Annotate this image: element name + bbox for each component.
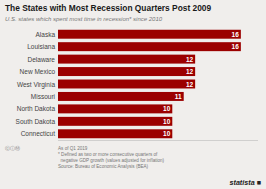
y-tick-label: Delaware <box>28 56 56 63</box>
data-label: 12 <box>186 81 194 88</box>
footer-line: negative GDP growth (values adjusted for… <box>58 158 165 163</box>
bar <box>58 80 195 89</box>
data-label: 16 <box>232 43 240 50</box>
x-axis-line <box>58 140 258 141</box>
y-tick-label: North Dakota <box>17 105 56 112</box>
background <box>0 0 266 189</box>
title: The States with Most Recession Quarters … <box>5 3 212 13</box>
subtitle: U.S. states which spent most time in rec… <box>5 16 163 22</box>
data-label: 10 <box>163 130 171 137</box>
y-tick-labels: Connecticut South Dakota North Dakota Misso… <box>16 31 56 138</box>
data-label: 12 <box>186 56 194 63</box>
bar <box>58 129 172 138</box>
footer-line: Source: Bureau of Economic Analysis (BEA… <box>58 164 149 169</box>
chart-container: The States with Most Recession Quarters … <box>0 0 266 189</box>
icons: ⓒⓘⓂ <box>5 145 20 151</box>
page: {"chart_data": {"type": "bar", "orientat… <box>0 0 266 189</box>
watermark: statista ■ <box>229 178 261 187</box>
data-labels: 10 10 10 11 12 12 12 16 16 <box>163 31 239 138</box>
chart: The States with Most Recession Quarters … <box>0 0 266 189</box>
bar <box>58 92 184 101</box>
bars <box>58 30 241 139</box>
y-tick-label: Connecticut <box>21 130 56 137</box>
y-tick-label: Missouri <box>31 93 55 100</box>
data-label: 10 <box>163 105 171 112</box>
bar <box>58 117 172 126</box>
data-label: 10 <box>163 118 171 125</box>
bar <box>58 42 241 51</box>
y-tick-label: Louisiana <box>27 43 55 50</box>
y-tick-label: Alaska <box>35 31 55 38</box>
data-label: 12 <box>186 68 194 75</box>
footer-line: As of Q1 2019 <box>58 146 88 151</box>
bar <box>58 104 172 113</box>
y-tick-label: South Dakota <box>16 118 56 125</box>
data-label: 11 <box>175 93 182 100</box>
footer-line: * Defined as two or more consecutive qua… <box>58 152 158 157</box>
footer: As of Q1 2019* Defined as two or more co… <box>58 146 165 169</box>
y-tick-label: West Virginia <box>17 81 55 89</box>
bar <box>58 67 195 76</box>
bar <box>58 55 195 64</box>
y-tick-label: New Mexico <box>20 68 56 75</box>
bar <box>58 30 241 39</box>
data-label: 16 <box>232 31 240 38</box>
